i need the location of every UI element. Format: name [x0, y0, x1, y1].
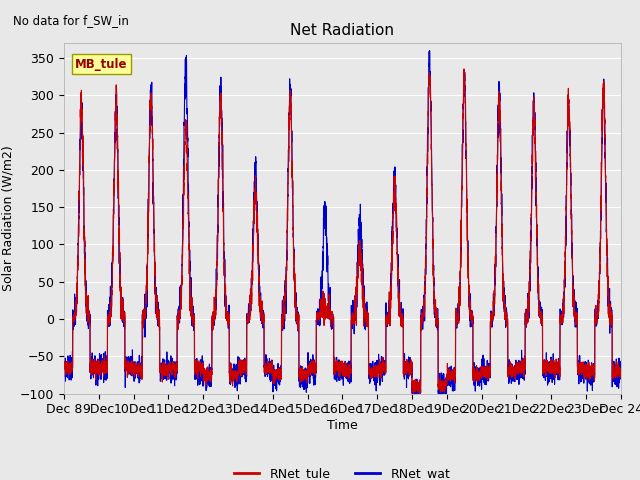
- RNet_tule: [60, 363, 68, 369]
- RNet_tule: [363, 319, 371, 324]
- RNet_tule: [617, 369, 625, 374]
- RNet_tule: [175, 317, 183, 323]
- Line: RNet_wat: RNet_wat: [64, 51, 621, 394]
- Text: MB_tule: MB_tule: [75, 58, 127, 71]
- RNet_wat: [175, 317, 183, 323]
- RNet_tule: [393, 235, 401, 240]
- RNet_wat: [393, 235, 401, 240]
- Line: RNet_tule: RNet_tule: [64, 69, 621, 394]
- RNet_wat: [617, 374, 625, 380]
- RNet_wat: [426, 48, 433, 54]
- RNet_tule: [523, 322, 531, 327]
- X-axis label: Time: Time: [327, 419, 358, 432]
- RNet_wat: [60, 363, 68, 369]
- RNet_wat: [363, 311, 371, 317]
- RNet_wat: [523, 312, 531, 318]
- RNet_wat: [408, 391, 416, 396]
- Title: Net Radiation: Net Radiation: [291, 23, 394, 38]
- Y-axis label: Solar Radiation (W/m2): Solar Radiation (W/m2): [1, 145, 14, 291]
- RNet_wat: [537, 318, 545, 324]
- Text: No data for f_SW_in: No data for f_SW_in: [13, 14, 129, 27]
- RNet_tule: [495, 108, 503, 114]
- RNet_tule: [460, 66, 468, 72]
- Legend: RNet_tule, RNet_wat: RNet_tule, RNet_wat: [230, 462, 455, 480]
- RNet_tule: [537, 314, 545, 320]
- RNet_tule: [416, 391, 424, 396]
- RNet_wat: [495, 93, 503, 98]
